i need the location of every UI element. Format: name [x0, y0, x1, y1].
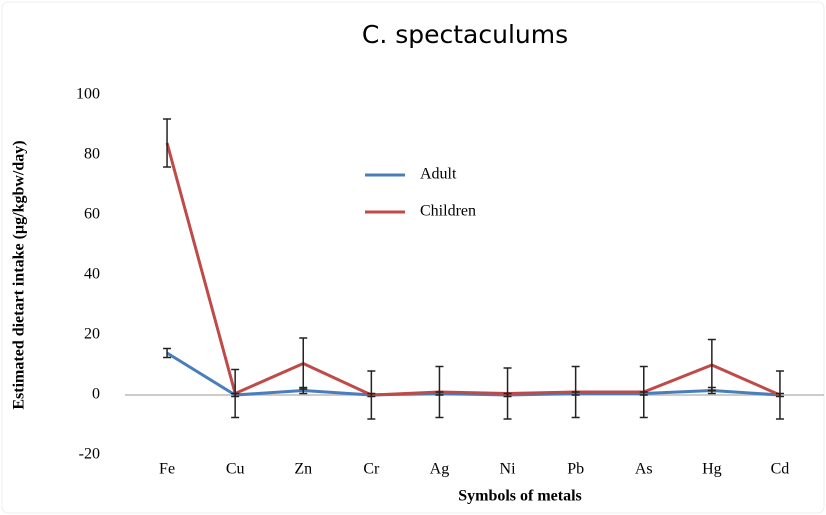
error-bar	[571, 365, 580, 419]
error-bar	[639, 365, 648, 419]
x-tick-label: Ag	[430, 461, 450, 478]
x-tick-label: Ni	[500, 461, 517, 478]
x-tick-label: Hg	[702, 461, 722, 478]
error-bar	[503, 367, 512, 420]
x-tick-label: Pb	[567, 461, 584, 478]
x-tick-label: Cu	[226, 461, 245, 478]
y-tick-label: 20	[84, 326, 100, 343]
y-tick-label: 80	[84, 146, 100, 163]
error-bar	[231, 368, 240, 419]
x-tick-label: Fe	[159, 461, 175, 478]
x-axis-label: Symbols of metals	[458, 488, 582, 505]
x-tick-label: Cd	[771, 461, 790, 478]
legend-label: Children	[420, 203, 476, 220]
legend-label: Adult	[420, 166, 457, 183]
chart-title: C. spectaculums	[362, 20, 568, 49]
x-tick-label: As	[635, 461, 653, 478]
y-tick-label: -20	[79, 446, 100, 463]
error-bar	[299, 337, 308, 390]
y-tick-label: 100	[76, 86, 100, 103]
series-line	[165, 142, 781, 397]
error-bar	[163, 347, 172, 359]
error-bar	[435, 365, 444, 419]
x-tick-label: Zn	[294, 461, 312, 478]
error-bar	[163, 118, 172, 168]
error-bar	[367, 370, 376, 420]
error-bar	[775, 370, 784, 420]
y-tick-label: 40	[84, 266, 100, 283]
y-tick-label: 60	[84, 206, 100, 223]
y-axis-label: Estimated dietart intake (µg/kgbw/day)	[11, 140, 28, 409]
error-bar	[707, 338, 716, 392]
x-tick-label: Cr	[363, 461, 380, 478]
y-tick-label: 0	[92, 386, 100, 403]
